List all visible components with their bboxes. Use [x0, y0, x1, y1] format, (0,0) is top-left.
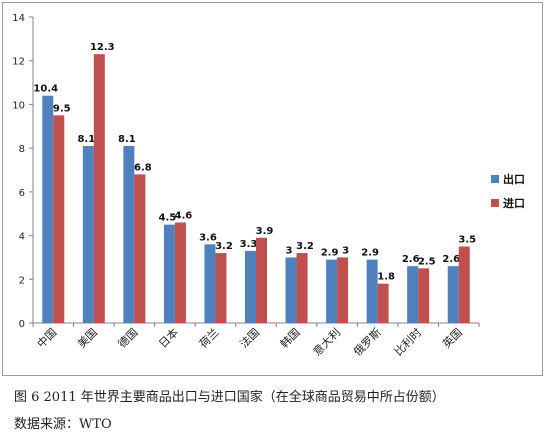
- x-tick-label: 法国: [237, 325, 262, 350]
- bar-import: [134, 174, 146, 323]
- data-label: 2.6: [442, 254, 460, 265]
- y-tick-label: 2: [19, 275, 25, 286]
- bar-export: [42, 95, 54, 323]
- x-tick-label: 美国: [75, 326, 100, 351]
- x-tick-label: 俄罗斯: [351, 326, 384, 359]
- bar-export: [326, 259, 338, 323]
- data-label: 2.9: [361, 248, 379, 259]
- bar-export: [447, 266, 459, 323]
- y-tick-label: 8: [19, 144, 25, 155]
- data-label: 12.3: [90, 42, 115, 53]
- data-label: 9.5: [53, 103, 71, 114]
- y-tick-label: 10: [12, 100, 25, 111]
- bar-import: [296, 253, 308, 323]
- data-label: 2.9: [321, 248, 339, 259]
- x-tick-label: 日本: [156, 325, 181, 350]
- data-label: 3.6: [199, 232, 217, 243]
- data-label: 3.9: [256, 226, 274, 237]
- bar-import: [418, 268, 430, 323]
- bar-import: [337, 257, 349, 323]
- legend-swatch: [491, 175, 499, 183]
- y-tick-label: 6: [19, 188, 25, 199]
- legend-label: 进口: [503, 196, 525, 210]
- bar-export: [245, 250, 256, 323]
- data-label: 3.2: [215, 241, 233, 252]
- x-tick-label: 荷兰: [197, 326, 222, 351]
- y-tick-label: 0: [19, 319, 25, 330]
- bar-import: [174, 222, 186, 323]
- x-tick-label: 意大利: [310, 325, 343, 358]
- y-tick-label: 14: [12, 13, 25, 24]
- bar-export: [82, 145, 94, 323]
- legend-swatch: [491, 199, 499, 207]
- y-tick-label: 12: [12, 57, 25, 68]
- bar-import: [93, 54, 105, 324]
- data-label: 2.6: [402, 254, 420, 265]
- y-tick-label: 4: [19, 232, 25, 243]
- chart-frame: 0 2 4 6 8 10 12 14 10.4 9.5 中国 8.1 12.3 美国 8.1 6.8 德国 4.5…: [2, 2, 543, 376]
- bar-import: [256, 237, 267, 323]
- data-label: 2.5: [418, 256, 436, 267]
- bar-export: [163, 224, 175, 323]
- bar-import: [377, 283, 389, 323]
- bar-chart: 0 2 4 6 8 10 12 14 10.4 9.5 中国 8.1 12.3 美国 8.1 6.8 德国 4.5…: [12, 13, 525, 359]
- data-label: 3.5: [458, 235, 476, 246]
- x-tick-label: 英国: [439, 325, 464, 350]
- bar-export: [123, 145, 135, 323]
- data-label: 3: [342, 245, 349, 256]
- x-tick-label: 比利时: [392, 326, 425, 359]
- data-source: 数据来源：WTO: [14, 417, 112, 432]
- bar-export: [285, 257, 297, 323]
- data-label: 3.2: [296, 241, 314, 252]
- data-label: 4.5: [159, 213, 177, 224]
- bar-import: [458, 246, 470, 323]
- bar-import: [53, 115, 65, 323]
- bar-export: [407, 266, 419, 323]
- data-label: 3.3: [240, 239, 258, 250]
- x-tick-label: 韩国: [277, 325, 302, 350]
- data-label: 4.6: [175, 210, 193, 221]
- x-tick-label: 德国: [115, 325, 140, 350]
- x-tick-label: 中国: [35, 326, 60, 351]
- data-label: 3: [286, 245, 293, 256]
- bar-export: [366, 259, 378, 323]
- data-label: 6.8: [134, 162, 152, 173]
- data-label: 8.1: [118, 134, 136, 145]
- bar-import: [215, 253, 227, 323]
- legend-label: 出口: [503, 172, 525, 186]
- figure-caption: 图 6 2011 年世界主要商品出口与进口国家（在全球商品贸易中所占份额）: [14, 390, 445, 405]
- bar-export: [204, 244, 216, 323]
- data-label: 10.4: [33, 84, 58, 95]
- data-label: 8.1: [77, 134, 95, 145]
- data-label: 1.8: [377, 272, 395, 283]
